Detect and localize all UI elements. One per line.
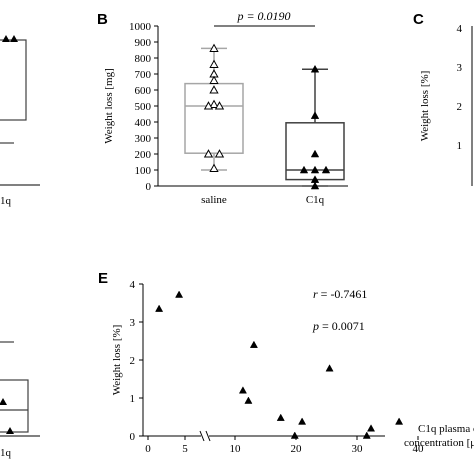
panel-c-y-label: Weight loss [%]	[419, 71, 431, 142]
data-point-triangle	[310, 181, 320, 190]
y-tick-label: 1	[130, 393, 136, 405]
data-point-triangle	[203, 149, 214, 158]
data-point-triangle	[310, 165, 320, 174]
x-tick-label: 10	[230, 443, 242, 455]
panel-a-point	[10, 35, 18, 42]
y-tick-label: 0	[146, 181, 152, 193]
panel-b-letter: B	[97, 11, 108, 28]
axis-break-mark	[199, 430, 205, 442]
data-point-triangle	[276, 413, 285, 421]
data-point-triangle	[209, 85, 219, 94]
panel-a-tick-label: 1q	[0, 195, 12, 207]
panel-d-fragment: 1q	[0, 341, 40, 459]
data-point-triangle	[310, 149, 320, 158]
data-point-triangle	[395, 417, 404, 425]
y-tick-label: 4	[130, 279, 136, 291]
data-point-triangle	[209, 43, 219, 52]
panel-e-points	[155, 290, 404, 439]
data-point-triangle	[299, 165, 309, 174]
data-point-triangle	[238, 386, 247, 394]
panel-b-x-tick-saline: saline	[201, 194, 227, 206]
y-tick-label: 0	[130, 431, 136, 443]
panel-d-tick-label: 1q	[0, 447, 12, 459]
y-tick-label: 900	[135, 37, 152, 49]
data-point-triangle	[321, 165, 331, 174]
x-tick-label: 40	[413, 443, 425, 455]
panel-d-point	[0, 398, 7, 405]
panel-c-y-tick: 3	[457, 62, 463, 74]
x-tick-label: 20	[291, 443, 303, 455]
r-value-text: = -0.7461	[318, 287, 368, 301]
axis-break-mark	[205, 430, 211, 442]
y-tick-label: 500	[135, 101, 152, 113]
data-point-triangle	[310, 64, 320, 73]
data-point-triangle	[362, 431, 371, 439]
box-iqr	[184, 82, 244, 154]
y-tick-label: 400	[135, 117, 152, 129]
y-tick-label: 3	[130, 317, 136, 329]
data-point-triangle	[155, 304, 164, 312]
p-value-text: = 0.0071	[319, 319, 365, 333]
panel-c-y-tick: 1	[457, 140, 463, 152]
y-tick-label: 2	[130, 355, 136, 367]
x-tick-label: 0	[145, 443, 151, 455]
panel-e-x-label-line2: concentration [μ	[404, 437, 474, 449]
panel-e-x-label: C1q plasma concentration [μ	[418, 423, 474, 435]
panel-e-x-label-text: C1q plasma concentration [μ	[418, 423, 474, 435]
panel-a-point	[2, 35, 10, 42]
r-value-annotation: r = -0.7461	[313, 287, 367, 301]
data-point-triangle	[249, 340, 258, 348]
panel-c-y-tick: 4	[457, 23, 463, 35]
panel-b-y-ticks: 0 100 200 300 400 500 600 700 800 900 1000	[129, 21, 158, 193]
data-point-triangle	[290, 431, 299, 439]
y-tick-label: 700	[135, 69, 152, 81]
data-point-triangle	[209, 163, 219, 172]
data-point-triangle	[209, 59, 219, 68]
panel-b-x-tick-c1q: C1q	[306, 194, 325, 206]
data-point-triangle	[367, 424, 376, 432]
y-tick-label: 600	[135, 85, 152, 97]
y-tick-label: 100	[135, 165, 152, 177]
panel-b: B 0 100 200 300 400 500 600 700 800 900 1000 Weigh…	[97, 9, 348, 206]
panel-e: E 0 1 2 3 4 0 5 10 20 30 40 Weight loss [%] C1q p…	[98, 270, 474, 455]
panel-c-y-tick: 2	[457, 101, 463, 113]
panel-e-letter: E	[98, 270, 108, 287]
y-tick-label: 200	[135, 149, 152, 161]
data-point-triangle	[214, 149, 225, 158]
data-point-triangle	[325, 364, 334, 372]
panel-b-boxes	[184, 47, 345, 187]
p-value-annotation: p = 0.0190	[236, 9, 290, 23]
panel-e-x-ticks: 0 5 10 20 30 40	[145, 436, 424, 455]
panel-c-letter: C	[413, 11, 424, 28]
data-point-triangle	[244, 396, 253, 404]
data-point-triangle	[209, 99, 219, 108]
data-point-triangle	[214, 101, 225, 110]
x-tick-label: 5	[182, 443, 188, 455]
panel-e-y-ticks: 0 1 2 3 4	[130, 279, 143, 443]
data-point-triangle	[298, 417, 307, 425]
panel-a-fragment: 1q	[0, 35, 40, 207]
x-tick-label: 30	[352, 443, 364, 455]
panel-b-points	[203, 43, 331, 190]
y-tick-label: 800	[135, 53, 152, 65]
data-point-triangle	[175, 290, 184, 298]
data-point-triangle	[310, 111, 320, 119]
y-tick-label: 1000	[129, 21, 152, 33]
panel-b-y-label: Weight loss [mg]	[103, 68, 115, 144]
panel-c-fragment: C Weight loss [%] 4 3 2 1	[413, 11, 473, 186]
y-tick-label: 300	[135, 133, 152, 145]
data-point-triangle	[203, 101, 214, 110]
panel-e-y-label: Weight loss [%]	[111, 325, 123, 396]
p-value-annotation-e: p = 0.0071	[312, 319, 365, 333]
panel-a-box	[0, 39, 27, 121]
data-point-triangle	[209, 75, 219, 84]
panel-d-point	[6, 427, 14, 434]
panel-d-box	[0, 379, 29, 433]
